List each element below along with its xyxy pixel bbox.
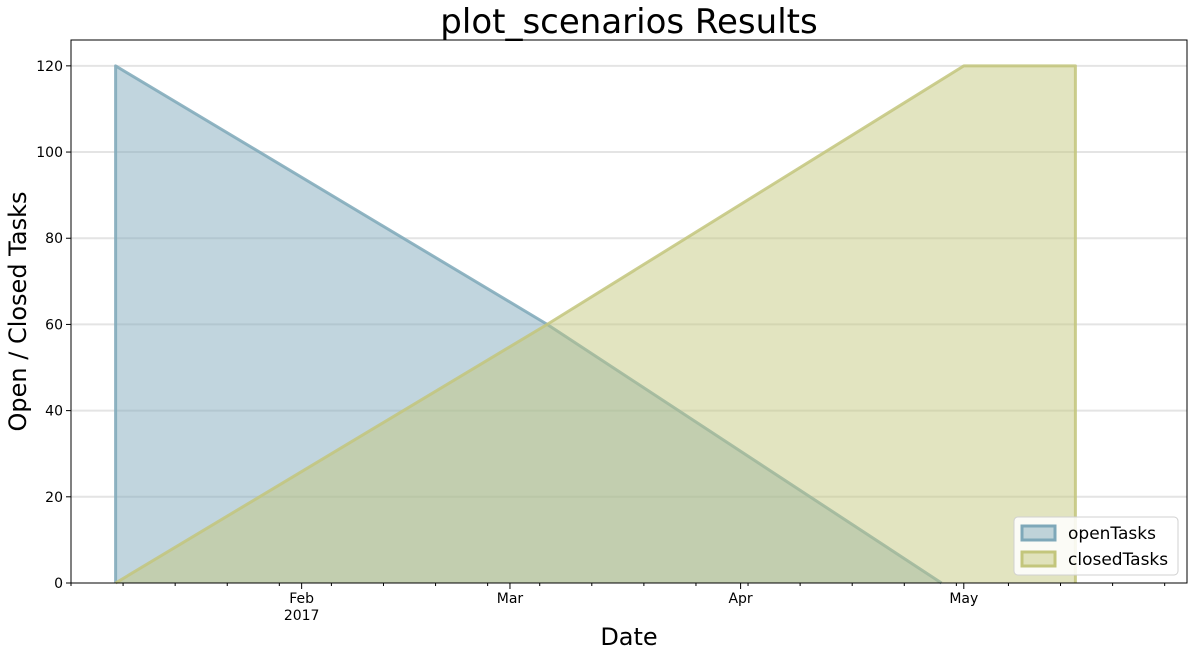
y-tick-label: 60 <box>45 317 63 333</box>
x-tick-label: Mar <box>497 591 524 607</box>
plot-frame <box>70 39 1188 584</box>
legend-swatch-closedTasks <box>1020 550 1057 568</box>
legend-swatch-openTasks <box>1020 524 1057 542</box>
y-tick-label: 100 <box>36 145 63 161</box>
line-openTasks <box>114 64 943 585</box>
chart-title: plot_scenarios Results <box>440 2 817 42</box>
series-areas <box>114 64 1077 585</box>
y-tick-label: 80 <box>45 231 63 247</box>
y-tick-label: 20 <box>45 490 63 506</box>
x-tick-sublabel: 2017 <box>284 608 320 624</box>
x-tick-label: Apr <box>728 591 752 607</box>
legend: openTasks closedTasks <box>1013 516 1179 576</box>
y-axis-label: Open / Closed Tasks <box>4 192 32 432</box>
x-axis-label: Date <box>600 623 657 651</box>
x-tick-label: May <box>949 591 978 607</box>
y-tick-label: 120 <box>36 59 63 75</box>
x-tick-label: Feb <box>289 591 314 607</box>
legend-label-openTasks: openTasks <box>1068 524 1156 544</box>
legend-label-closedTasks: closedTasks <box>1068 550 1168 570</box>
y-tick-label: 40 <box>45 404 63 420</box>
area-openTasks <box>115 65 942 583</box>
line-closedTasks <box>114 64 1077 585</box>
area-closedTasks <box>115 65 1076 583</box>
y-tick-label: 0 <box>54 576 63 592</box>
